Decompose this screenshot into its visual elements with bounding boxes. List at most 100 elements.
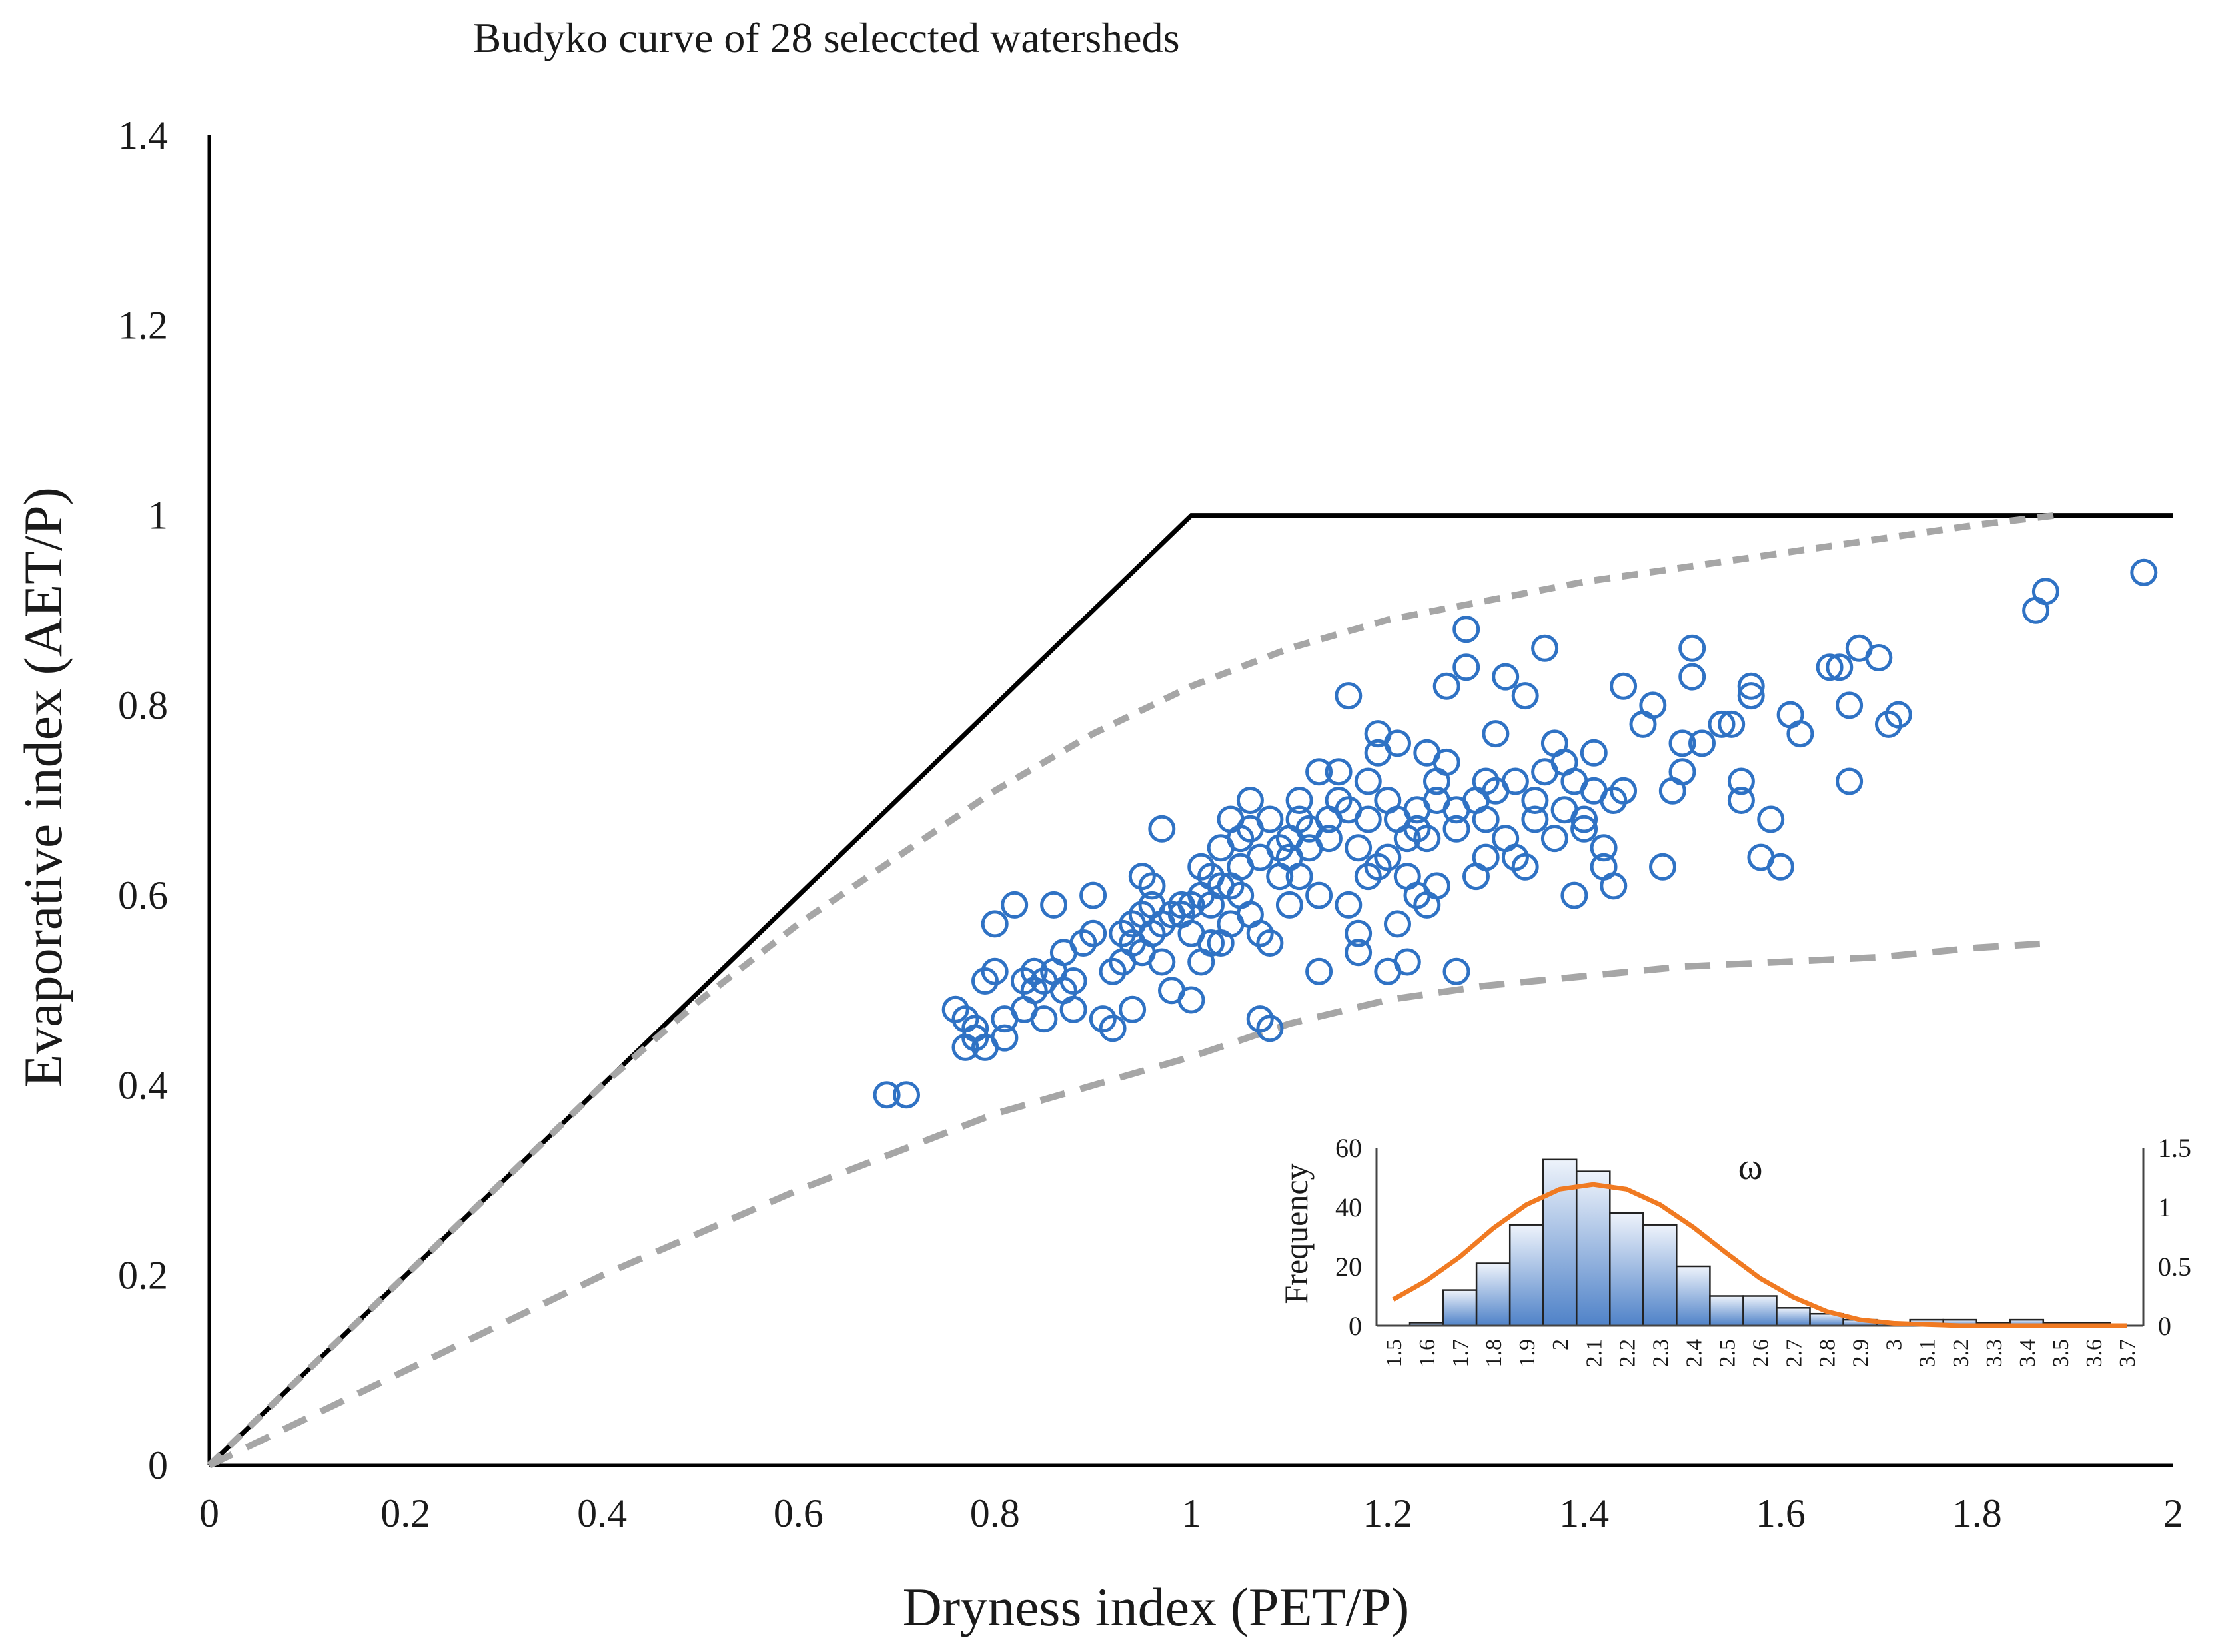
watershed-point [1345,939,1373,967]
watershed-point [1501,843,1529,871]
y-tick-label: 1 [148,494,168,538]
watershed-point [1393,825,1421,853]
y-axis-label: Evaporative index (AET/P) [13,487,73,1088]
x-tick-label: 0.2 [380,1491,430,1535]
histogram-bar [1508,1224,1544,1327]
histogram-bar [1676,1265,1711,1327]
y-tick-label: 0.2 [118,1254,168,1298]
watershed-point [1688,729,1716,757]
watershed-point [1432,748,1460,776]
inset-x-tick-label: 2 [1548,1339,1573,1350]
watershed-point [1452,616,1480,643]
inset-y2-tick-label: 1 [2158,1192,2171,1222]
y-tick-label: 1.4 [118,113,168,157]
watershed-point [981,910,1009,938]
x-tick-label: 0.4 [577,1491,627,1535]
watershed-point [1492,663,1520,691]
x-tick-label: 1.6 [1756,1491,1806,1535]
inset-y-tick-label: 60 [1335,1133,1362,1163]
watershed-point [1030,1005,1058,1033]
watershed-point [1227,825,1255,853]
watershed-point [941,995,969,1023]
watershed-point [1099,957,1127,985]
watershed-point [1884,701,1912,729]
watershed-point [1256,805,1284,833]
watershed-point [1393,948,1421,976]
watershed-point [1531,634,1559,662]
x-tick-label: 0.6 [774,1491,824,1535]
watershed-point [1757,805,1785,833]
watershed-point [1325,787,1353,814]
x-tick-label: 1 [1181,1491,1201,1535]
watershed-point [1256,929,1284,957]
inset-y2-tick-label: 1.5 [2158,1133,2191,1163]
watershed-point [1423,872,1450,900]
omega-histogram-inset: ω Frequency 0 20 40 60 0 0.5 1 1.5 1.5 1.6 1.7 1.8 1… [1277,1133,2191,1368]
inset-x-tick-label: 2.6 [1749,1339,1774,1368]
histogram-bar [1576,1170,1611,1327]
watershed-point [1472,843,1500,871]
inset-x-tick-label: 3.2 [1949,1339,1973,1368]
watershed-point [1236,787,1264,814]
watershed-point [1119,995,1147,1023]
x-tick-label: 2 [2163,1491,2183,1535]
inset-x-tick-label: 2.4 [1682,1339,1706,1368]
watershed-point [1040,891,1068,919]
inset-x-tick-label: 1.6 [1415,1339,1440,1368]
watershed-point [1384,729,1411,757]
watershed-point [1177,891,1205,919]
watershed-point [1816,653,1844,681]
y-tick-label: 1.2 [118,303,168,347]
watershed-point [1580,739,1608,767]
watershed-point [1109,919,1137,947]
inset-x-tick-label: 1.8 [1482,1339,1506,1368]
inset-x-tick-label: 2.7 [1782,1339,1807,1368]
inset-x-tick-label: 3.7 [2115,1339,2140,1368]
watershed-point [1345,834,1373,862]
watershed-point [1275,891,1303,919]
y-tick-label: 0.6 [118,873,168,917]
watershed-point [1099,1015,1127,1042]
chart-title: Budyko curve of 28 seleccted watersheds [473,14,1180,61]
y-tick-label: 0.8 [118,683,168,727]
watershed-point [1315,825,1343,853]
inset-y2-tick-label: 0.5 [2158,1252,2191,1282]
watershed-point [1472,805,1500,833]
histogram-bar [1442,1289,1478,1327]
watershed-point [1177,986,1205,1014]
watershed-point [1727,767,1755,795]
watershed-point [1148,815,1176,843]
watershed-point [2130,558,2158,586]
watershed-point [1501,767,1529,795]
watershed-point [1786,720,1814,748]
inset-y-tick-label: 20 [1335,1252,1362,1282]
watershed-point [1472,767,1500,795]
watershed-point [1138,919,1166,947]
watershed-point [1079,919,1107,947]
watershed-point [1836,691,1864,719]
inset-x-tick-label: 2.8 [1816,1339,1840,1368]
histogram-bar [1742,1295,1778,1327]
watershed-point [1668,729,1696,757]
watershed-point [1865,644,1893,671]
watershed-point [1246,1005,1274,1033]
watershed-point [1069,929,1097,957]
inset-x-tick-label: 2.1 [1582,1339,1606,1368]
watershed-point [1345,919,1373,947]
inset-x-tick-label: 3.5 [2049,1339,2073,1368]
watershed-point [893,1081,920,1109]
watershed-point [1570,805,1598,833]
normal-fit-curve [1392,1182,2127,1328]
watershed-point [1432,672,1460,700]
watershed-point [1727,787,1755,814]
inset-x-tick-label: 1.7 [1448,1339,1473,1368]
watershed-point [1766,853,1794,881]
watershed-point [1128,863,1156,891]
watershed-point [1826,653,1854,681]
watershed-point [1305,758,1333,786]
inset-x-tick-label: 3.1 [1916,1339,1940,1368]
x-tick-label: 0.8 [970,1491,1020,1535]
watershed-point [991,1024,1019,1052]
inset-x-tick-label: 3.4 [2015,1339,2040,1368]
